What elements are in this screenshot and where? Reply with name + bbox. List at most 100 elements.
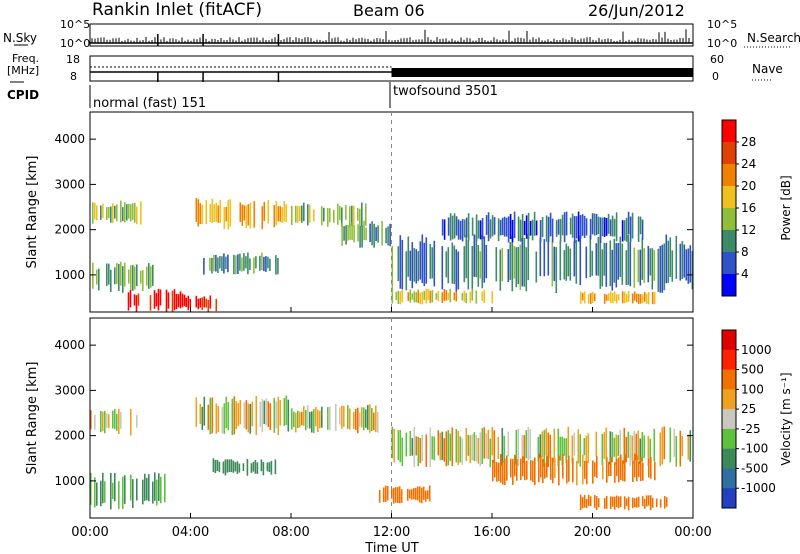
data-column (603, 293, 606, 304)
freq-label-1: Freq. (12, 52, 40, 65)
data-column (441, 219, 444, 236)
data-column (227, 199, 230, 230)
data-column (183, 294, 186, 306)
data-column (529, 429, 532, 460)
data-column (421, 434, 424, 462)
data-column (413, 291, 416, 303)
data-column (605, 495, 608, 509)
colorbar-tick-label: -25 (741, 422, 761, 436)
data-column (494, 462, 496, 478)
data-column (351, 222, 353, 240)
data-column (561, 214, 564, 236)
data-column (418, 486, 421, 503)
data-column (581, 497, 584, 509)
data-column (341, 207, 343, 227)
data-column (152, 481, 154, 504)
data-column (343, 226, 345, 241)
data-column (569, 217, 572, 235)
data-column (416, 486, 419, 501)
data-column (329, 406, 331, 431)
data-column (106, 413, 108, 428)
data-column (663, 496, 666, 509)
data-column (405, 251, 408, 291)
data-column (636, 455, 638, 482)
colorbar-swatch (722, 488, 736, 509)
data-column (647, 435, 650, 466)
data-column (250, 463, 253, 473)
data-column (102, 203, 104, 219)
data-column (451, 427, 454, 466)
colorbar-swatch (722, 120, 736, 143)
data-column (274, 459, 277, 475)
data-column (102, 472, 104, 504)
data-column (118, 263, 120, 291)
data-column (259, 401, 262, 427)
data-column (605, 427, 608, 461)
data-column (538, 453, 540, 483)
data-column (386, 486, 389, 501)
cpid-mode-1: normal (fast) 151 (93, 96, 207, 111)
data-column (267, 199, 270, 224)
data-column (558, 455, 560, 486)
data-column (597, 216, 600, 234)
data-column (217, 406, 220, 433)
data-column (378, 490, 381, 503)
data-column (654, 461, 656, 481)
data-column (455, 429, 458, 463)
data-column (283, 201, 286, 222)
data-column (265, 256, 267, 272)
data-column (126, 204, 128, 221)
data-column (277, 396, 280, 436)
data-column (415, 292, 418, 303)
data-column (661, 244, 664, 293)
data-column (212, 458, 215, 473)
colorbar-swatch (722, 164, 736, 187)
data-column (233, 396, 236, 435)
data-column (647, 495, 650, 506)
data-column (216, 459, 219, 471)
data-column (130, 265, 132, 291)
data-column (627, 211, 630, 235)
data-column (579, 291, 582, 304)
data-column (262, 461, 265, 476)
data-column (683, 244, 686, 278)
data-column (581, 292, 584, 301)
data-column (134, 266, 136, 290)
x-tick-label: 00:00 (674, 525, 711, 540)
data-column (243, 205, 246, 221)
data-column (479, 220, 482, 240)
nsky-label: N.Sky (3, 31, 38, 45)
data-column (397, 290, 400, 304)
data-column (120, 411, 122, 429)
data-column (585, 218, 588, 236)
data-column (249, 403, 252, 434)
data-column (128, 269, 130, 284)
data-column (475, 234, 478, 278)
data-column (116, 263, 118, 284)
data-column (633, 247, 636, 288)
data-column (197, 199, 200, 227)
data-column (205, 200, 208, 225)
colorbar-tick-label: 25 (741, 402, 756, 416)
data-column (605, 218, 608, 236)
data-column (475, 214, 478, 242)
data-column (135, 295, 138, 312)
data-column (595, 431, 598, 457)
data-column (471, 434, 474, 460)
data-column (146, 266, 148, 286)
data-column (611, 496, 614, 507)
colorbar-tick-label: -100 (741, 442, 768, 456)
data-column (142, 479, 144, 505)
nsearch-tick-top: 10^5 (707, 18, 738, 31)
data-column (539, 220, 542, 243)
data-column (569, 248, 572, 281)
data-column (405, 432, 408, 457)
colorbar-swatch (722, 208, 736, 231)
data-column (487, 429, 490, 460)
data-column (108, 207, 110, 219)
data-column (114, 267, 116, 285)
data-column (645, 293, 648, 304)
data-column (112, 482, 114, 500)
data-column (599, 217, 602, 244)
data-column (573, 216, 576, 243)
